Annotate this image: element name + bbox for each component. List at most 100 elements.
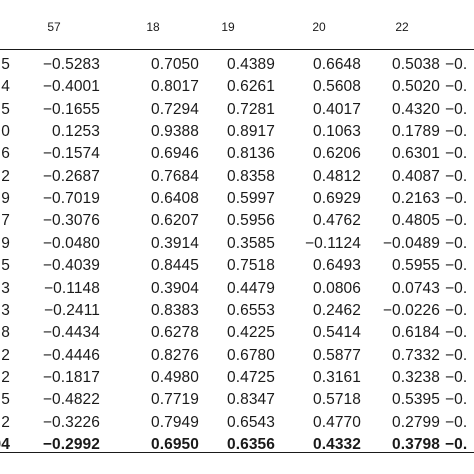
- table-cell: 0.7719: [150, 391, 199, 409]
- clipped-left-cell: 9: [1, 234, 10, 252]
- table-row: 5 −0.1655 0.7294 0.7281 0.4017 0.4320 −0.: [0, 101, 474, 121]
- table-cell: −0.1148: [43, 279, 100, 297]
- clipped-right-cell: −0.: [445, 301, 468, 319]
- clipped-right-cell: −0.: [445, 167, 468, 185]
- table-cell: 0.6356: [226, 435, 275, 453]
- table-cell: −0.5283: [42, 56, 100, 73]
- table-cell: −0.1124: [304, 234, 361, 252]
- table-row: 5 −0.4039 0.8445 0.7518 0.6493 0.5955 −0.: [0, 257, 474, 277]
- table-cell: 0.6408: [150, 190, 199, 208]
- table-cell: 0.6946: [150, 145, 199, 163]
- table-cell: 0.8445: [150, 257, 199, 275]
- column-header: 22: [395, 20, 409, 34]
- clipped-left-cell: 3: [1, 279, 10, 297]
- clipped-right-cell: −0.: [445, 190, 468, 208]
- table-cell: 0.4725: [226, 368, 275, 386]
- column-header: 19: [221, 20, 235, 34]
- table-cell: 0.7518: [226, 257, 275, 275]
- table-cell: −0.1655: [42, 100, 100, 118]
- table-cell: −0.3076: [42, 212, 100, 230]
- table-cell: −0.2411: [43, 301, 100, 319]
- table-cell: 0.5955: [391, 257, 440, 275]
- table-cell: −0.0489: [382, 234, 440, 252]
- table-cell: 0.5414: [312, 324, 361, 342]
- table-cell: 0.0806: [312, 279, 361, 297]
- table-cell: 0.7050: [150, 56, 199, 73]
- table-cell: 0.0743: [391, 279, 440, 297]
- clipped-left-cell: 2: [1, 167, 10, 185]
- clipped-left-cell: 5: [1, 391, 10, 409]
- table-row-summary: 04 −0.2992 0.6950 0.6356 0.4332 0.3798 −0.: [0, 436, 474, 456]
- table-cell: 0.8358: [226, 167, 275, 185]
- table-cell: −0.1574: [42, 145, 100, 163]
- table-cell: 0.6929: [312, 190, 361, 208]
- table-cell: 0.6493: [312, 257, 361, 275]
- table-cell: −0.7019: [42, 190, 100, 208]
- table-cell: 0.3798: [391, 435, 440, 453]
- table-cell: −0.4434: [42, 324, 100, 342]
- table-cell: 0.5395: [391, 391, 440, 409]
- table-cell: 0.5038: [391, 56, 440, 73]
- table-cell: 0.6184: [391, 324, 440, 342]
- table-cell: 0.4812: [312, 167, 361, 185]
- table-cell: 0.6780: [226, 346, 275, 364]
- table-cell: 0.2163: [391, 190, 440, 208]
- table-cell: 0.7294: [150, 100, 199, 118]
- clipped-left-cell: 2: [1, 346, 10, 364]
- clipped-left-cell: 9: [1, 190, 10, 208]
- table-row: 5 −0.4822 0.7719 0.8347 0.5718 0.5395 −0.: [0, 391, 474, 411]
- table-cell: −0.4822: [42, 391, 100, 409]
- table-cell: −0.3226: [42, 413, 100, 431]
- table-cell: 0.7281: [226, 100, 275, 118]
- table-cell: 0.5956: [226, 212, 275, 230]
- table-cell: 0.6648: [312, 56, 361, 73]
- table-cell: 0.7332: [391, 346, 440, 364]
- column-header: 18: [146, 20, 160, 34]
- clipped-right-cell: −0.: [445, 100, 468, 118]
- table-row: 4 −0.4001 0.8017 0.6261 0.5608 0.5020 −0.: [0, 78, 474, 98]
- table-cell: 0.4389: [226, 56, 275, 73]
- table-cell: 0.3914: [150, 234, 199, 252]
- clipped-right-cell: −0.: [445, 145, 468, 163]
- clipped-right-cell: −0.: [445, 257, 468, 275]
- clipped-right-cell: −0.: [445, 346, 468, 364]
- clipped-right-cell: −0.: [445, 391, 468, 409]
- table-row: 9 −0.0480 0.3914 0.3585 −0.1124 −0.0489 −0.: [0, 235, 474, 255]
- table-cell: 0.5877: [312, 346, 361, 364]
- table-row: 6 −0.1574 0.6946 0.8136 0.6206 0.6301 −0.: [0, 145, 474, 165]
- table-cell: −0.0480: [42, 234, 100, 252]
- table-cell: 0.8017: [150, 78, 199, 96]
- table-row: 7 −0.3076 0.6207 0.5956 0.4762 0.4805 −0.: [0, 212, 474, 232]
- clipped-right-cell: −0.: [445, 234, 468, 252]
- table-cell: 0.5718: [312, 391, 361, 409]
- table-cell: 0.6553: [226, 301, 275, 319]
- table-cell: 0.6261: [226, 78, 275, 96]
- table-cell: 0.6207: [150, 212, 199, 230]
- table-cell: 0.6301: [391, 145, 440, 163]
- table-cell: 0.5020: [391, 78, 440, 96]
- table-cell: 0.3904: [150, 279, 199, 297]
- table-cell: 0.7949: [150, 413, 199, 431]
- header-rule: [0, 49, 474, 50]
- table-cell: 0.5608: [312, 78, 361, 96]
- table-cell: 0.4332: [312, 435, 361, 453]
- table-cell: −0.2687: [42, 167, 100, 185]
- table-cell: 0.4087: [391, 167, 440, 185]
- bottom-rule: [0, 452, 474, 453]
- clipped-left-cell: 2: [1, 368, 10, 386]
- clipped-left-cell: 5: [1, 100, 10, 118]
- table-cell: 0.3585: [226, 234, 275, 252]
- table-row: 8 −0.4434 0.6278 0.4225 0.5414 0.6184 −0.: [0, 324, 474, 344]
- table-cell: 0.6950: [150, 435, 199, 453]
- table-cell: −0.0226: [382, 301, 440, 319]
- table-cell: 0.4225: [226, 324, 275, 342]
- table-row: 9 −0.7019 0.6408 0.5997 0.6929 0.2163 −0.: [0, 190, 474, 210]
- table-cell: 0.8276: [150, 346, 199, 364]
- table-cell: −0.4446: [42, 346, 100, 364]
- clipped-right-cell: −0.: [445, 56, 468, 73]
- table-row: 2 −0.2687 0.7684 0.8358 0.4812 0.4087 −0.: [0, 168, 474, 188]
- clipped-right-cell: −0.: [445, 123, 468, 141]
- clipped-left-cell: 3: [1, 301, 10, 319]
- clipped-right-cell: −0.: [445, 413, 468, 431]
- clipped-left-cell: 6: [1, 145, 10, 163]
